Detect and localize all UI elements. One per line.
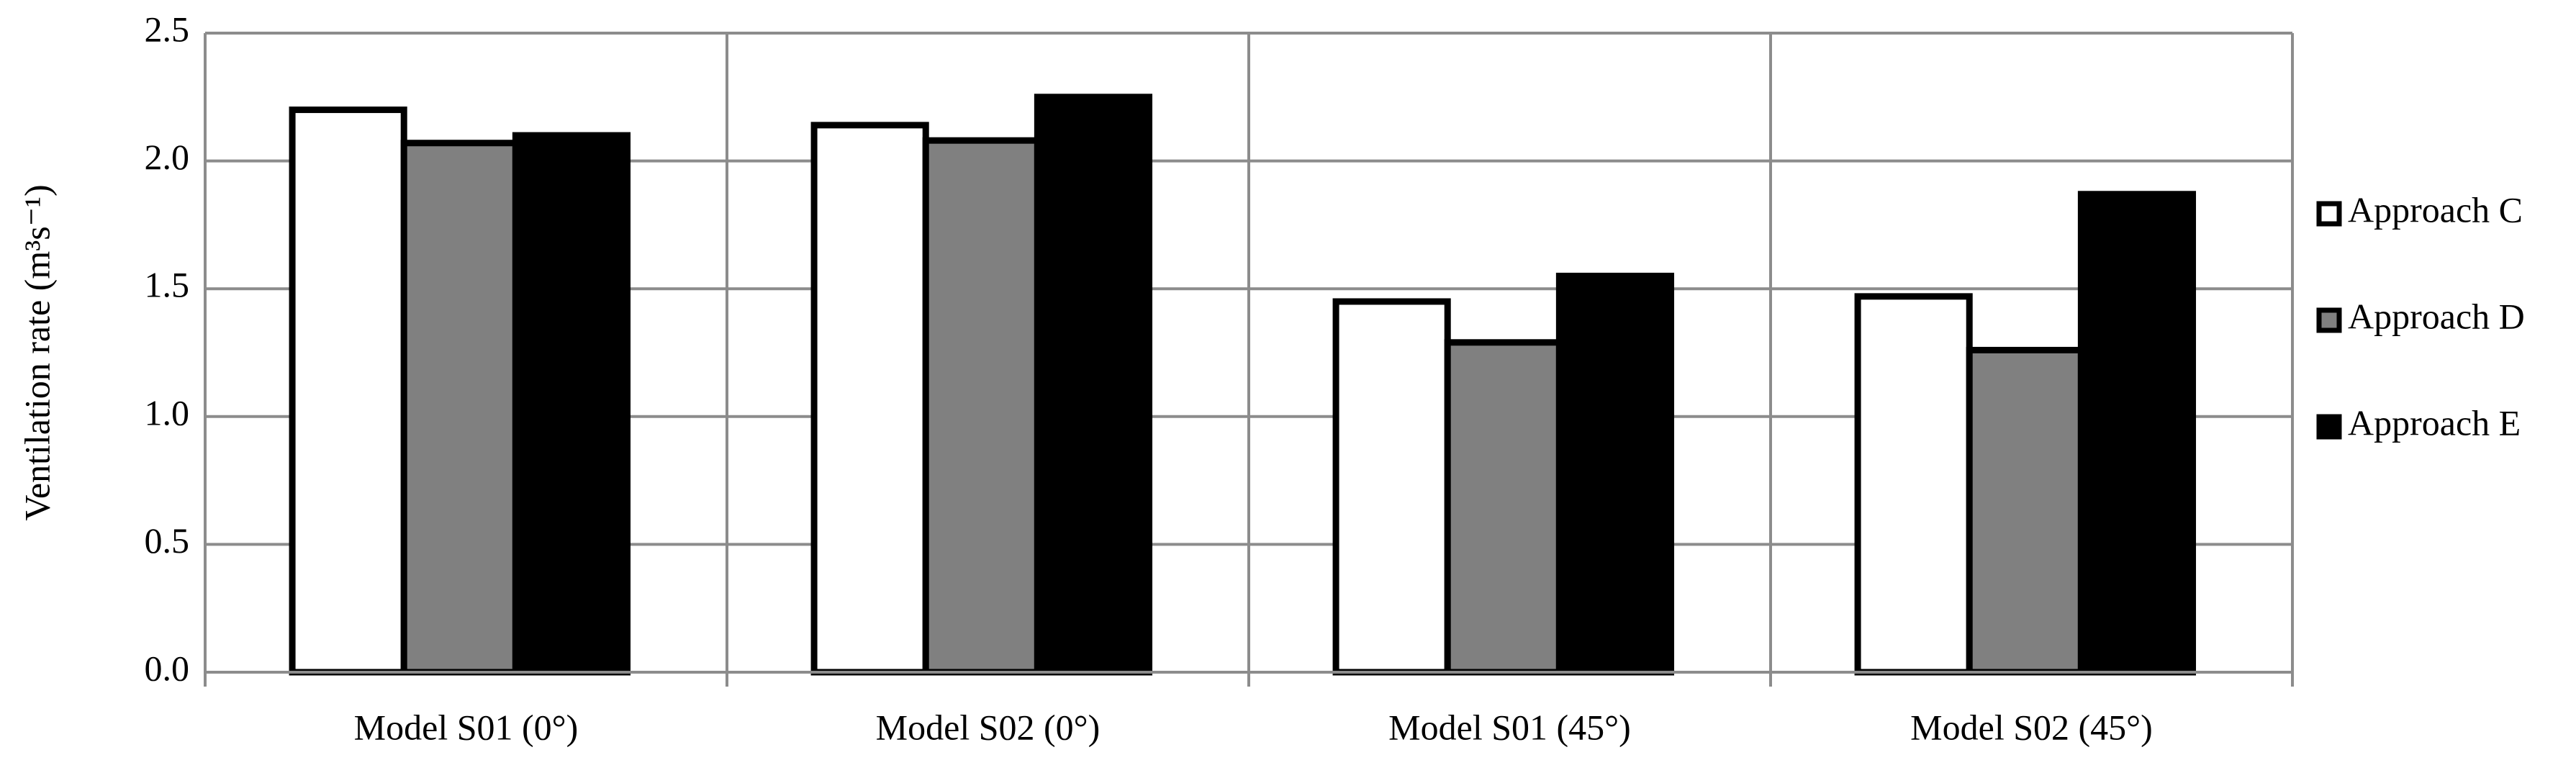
bar bbox=[1555, 272, 1675, 676]
x-tick-label: Model S02 (0°) bbox=[876, 707, 1101, 747]
y-tick-label: 0.5 bbox=[145, 520, 190, 561]
bar bbox=[400, 140, 519, 676]
bar bbox=[1854, 293, 1973, 676]
y-axis-label: Ventilation rate (m³s⁻¹) bbox=[17, 184, 57, 520]
legend-swatch bbox=[2316, 201, 2342, 227]
y-tick-label: 2.0 bbox=[145, 137, 190, 177]
bar bbox=[922, 137, 1041, 676]
bar bbox=[1034, 94, 1153, 676]
x-tick-label: Model S02 (45°) bbox=[1910, 707, 2153, 747]
y-tick-label: 0.0 bbox=[145, 648, 190, 688]
legend-label: Approach D bbox=[2348, 296, 2525, 336]
y-tick-label: 1.0 bbox=[145, 392, 190, 433]
legend-swatch bbox=[2316, 307, 2342, 333]
legend-label: Approach C bbox=[2348, 189, 2523, 230]
y-tick-label: 2.5 bbox=[145, 9, 190, 49]
x-tick-label: Model S01 (45°) bbox=[1388, 707, 1631, 747]
bar bbox=[289, 107, 407, 676]
x-tick-label: Model S01 (0°) bbox=[354, 707, 579, 747]
bar bbox=[1966, 346, 2084, 676]
bar bbox=[1332, 298, 1451, 676]
legend-label: Approach E bbox=[2348, 402, 2521, 443]
bar bbox=[512, 132, 631, 676]
bar bbox=[1444, 339, 1563, 676]
legend-swatch bbox=[2316, 414, 2342, 440]
y-tick-label: 1.5 bbox=[145, 265, 190, 305]
bar bbox=[2077, 191, 2197, 676]
bar bbox=[810, 122, 929, 676]
